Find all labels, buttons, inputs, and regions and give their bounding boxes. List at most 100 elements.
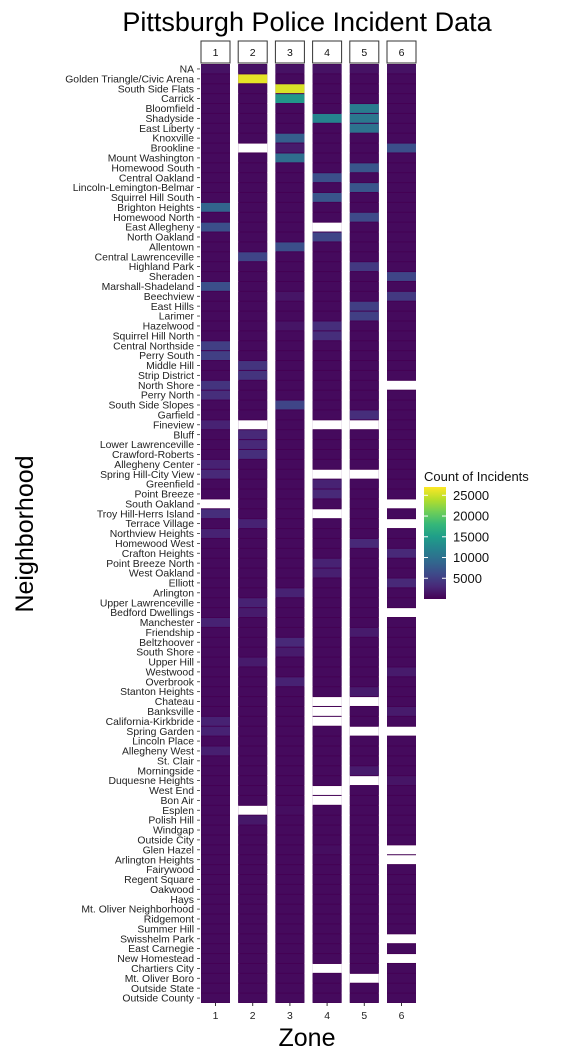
cell-zone5-upper-hill [349, 657, 379, 667]
cell-zone5-homewood-south [349, 163, 379, 173]
cell-zone1-shadyside [201, 113, 230, 123]
cell-zone3-st-clair [275, 756, 305, 766]
y-tick-label-arlington-heights: Arlington Heights [115, 855, 194, 866]
cell-zone1-allegheny-center [201, 459, 230, 469]
cell-zone5-outside-county [349, 993, 379, 1003]
cell-zone2-homewood-south [238, 163, 268, 173]
y-tick-label-central-northside: Central Northside [113, 341, 194, 352]
cell-zone4-shadyside [312, 113, 342, 123]
cell-zone6-lower-lawrenceville [387, 440, 416, 449]
cell-zone1-banksville [201, 706, 230, 716]
cell-zone1-troy-hill-herrs-island [201, 509, 230, 519]
cell-zone5-allentown [349, 242, 379, 252]
cell-zone6-east-hills [387, 301, 416, 311]
cell-zone4-allegheny-west [312, 746, 342, 756]
cell-zone4-east-allegheny [312, 222, 342, 232]
cell-zone3-ridgemont [275, 914, 305, 924]
cell-zone5-swisshelm-park [349, 934, 379, 944]
cell-zone3-north-shore [275, 380, 305, 390]
cell-zone6-brighton-heights [387, 202, 416, 212]
cell-zone4-golden-triangle-civic-arena [312, 74, 342, 84]
cell-zone2-duquesne-heights [238, 776, 268, 786]
facet-strip-label-6: 6 [399, 47, 405, 59]
cell-zone5-strip-district [349, 370, 379, 380]
cell-zone6-hays [387, 894, 416, 904]
cell-zone1-allentown [201, 242, 230, 252]
cell-zone6-shadyside [387, 113, 416, 123]
cell-zone5-homewood-north [349, 212, 379, 222]
cell-zone3-brookline [275, 143, 305, 153]
cell-zone3-oakwood [275, 884, 305, 894]
x-tick-label-5: 5 [361, 1011, 367, 1022]
y-tick-label-east-hills: East Hills [151, 302, 194, 313]
cell-zone2-greenfield [238, 479, 268, 489]
y-tick-label-central-oakland: Central Oakland [119, 173, 194, 184]
cell-zone2-esplen [238, 805, 268, 815]
y-tick-label-outside-county: Outside County [122, 994, 194, 1005]
cell-zone6-ridgemont [387, 914, 416, 924]
y-tick-label-central-lawrenceville: Central Lawrenceville [95, 252, 195, 263]
cell-zone1-greenfield [201, 479, 230, 489]
cell-zone5-chateau [349, 697, 379, 706]
cell-zone3-point-breeze-north [275, 558, 305, 568]
cell-zone1-stanton-heights [201, 687, 230, 697]
cell-zone2-hazelwood [238, 321, 268, 331]
cell-zone5-glen-hazel [349, 845, 379, 855]
cell-zone6-allegheny-center [387, 459, 416, 469]
cell-zone4-lower-lawrenceville [312, 440, 342, 449]
cell-zone2-na [238, 64, 268, 74]
cell-zone2-elliott [238, 578, 268, 588]
cell-zone1-east-liberty [201, 123, 230, 133]
cell-zone1-elliott [201, 578, 230, 588]
cell-zone1-hazelwood [201, 321, 230, 331]
cell-zone5-middle-hill [349, 361, 379, 370]
cell-zone6-new-homestead [387, 954, 416, 963]
facet-strip-4 [312, 40, 343, 64]
y-tick-label-garfield: Garfield [158, 410, 195, 421]
cell-zone4-perry-south [312, 351, 342, 361]
y-tick-label-oakwood: Oakwood [150, 885, 194, 896]
y-tick-label-banksville: Banksville [147, 707, 194, 718]
cell-zone5-south-oakland [349, 499, 379, 509]
cell-zone4-fairywood [312, 865, 342, 875]
cell-zone3-northview-heights [275, 529, 305, 538]
cell-zone6-banksville [387, 706, 416, 716]
cell-zone2-hays [238, 894, 268, 904]
cell-zone6-bon-air [387, 795, 416, 805]
cell-zone6-westwood [387, 667, 416, 677]
cell-zone1-northview-heights [201, 529, 230, 538]
cell-zone3-central-lawrenceville [275, 252, 305, 262]
cell-zone3-middle-hill [275, 361, 305, 370]
cell-zone3-perry-north [275, 390, 305, 400]
cell-zone2-spring-garden [238, 726, 268, 736]
y-tick-label-marshall-shadeland: Marshall-Shadeland [102, 282, 195, 293]
cell-zone5-central-lawrenceville [349, 252, 379, 262]
cell-zone3-manchester [275, 618, 305, 627]
cell-zone5-carrick [349, 94, 379, 104]
cell-zone6-homewood-north [387, 212, 416, 222]
legend-tick-label-5000: 5000 [453, 571, 482, 586]
cell-zone1-south-shore [201, 647, 230, 657]
cell-zone4-chateau [312, 697, 342, 706]
x-tick-label-4: 4 [324, 1011, 330, 1022]
cell-zone6-regent-square [387, 875, 416, 884]
cell-zone3-upper-hill [275, 657, 305, 667]
cell-zone5-fairywood [349, 865, 379, 875]
cell-zone2-sheraden [238, 272, 268, 281]
cell-zone4-crawford-roberts [312, 449, 342, 459]
cell-zone2-brighton-heights [238, 202, 268, 212]
cell-zone4-allegheny-center [312, 459, 342, 469]
y-tick-label-homewood-north: Homewood North [113, 213, 194, 224]
cell-zone5-regent-square [349, 875, 379, 884]
y-tick-label-chartiers-city: Chartiers City [131, 964, 195, 975]
cell-zone5-ridgemont [349, 914, 379, 924]
cell-zone1-windgap [201, 825, 230, 835]
cell-zone5-chartiers-city [349, 963, 379, 973]
y-tick-label-perry-south: Perry South [139, 351, 194, 362]
cell-zone4-outside-state [312, 983, 342, 993]
cell-zone3-lincoln-place [275, 736, 305, 746]
cell-zone4-south-shore [312, 647, 342, 657]
cell-zone1-east-hills [201, 301, 230, 311]
cell-zone1-crafton-heights [201, 548, 230, 558]
y-tick-label-duquesne-heights: Duquesne Heights [109, 776, 195, 787]
